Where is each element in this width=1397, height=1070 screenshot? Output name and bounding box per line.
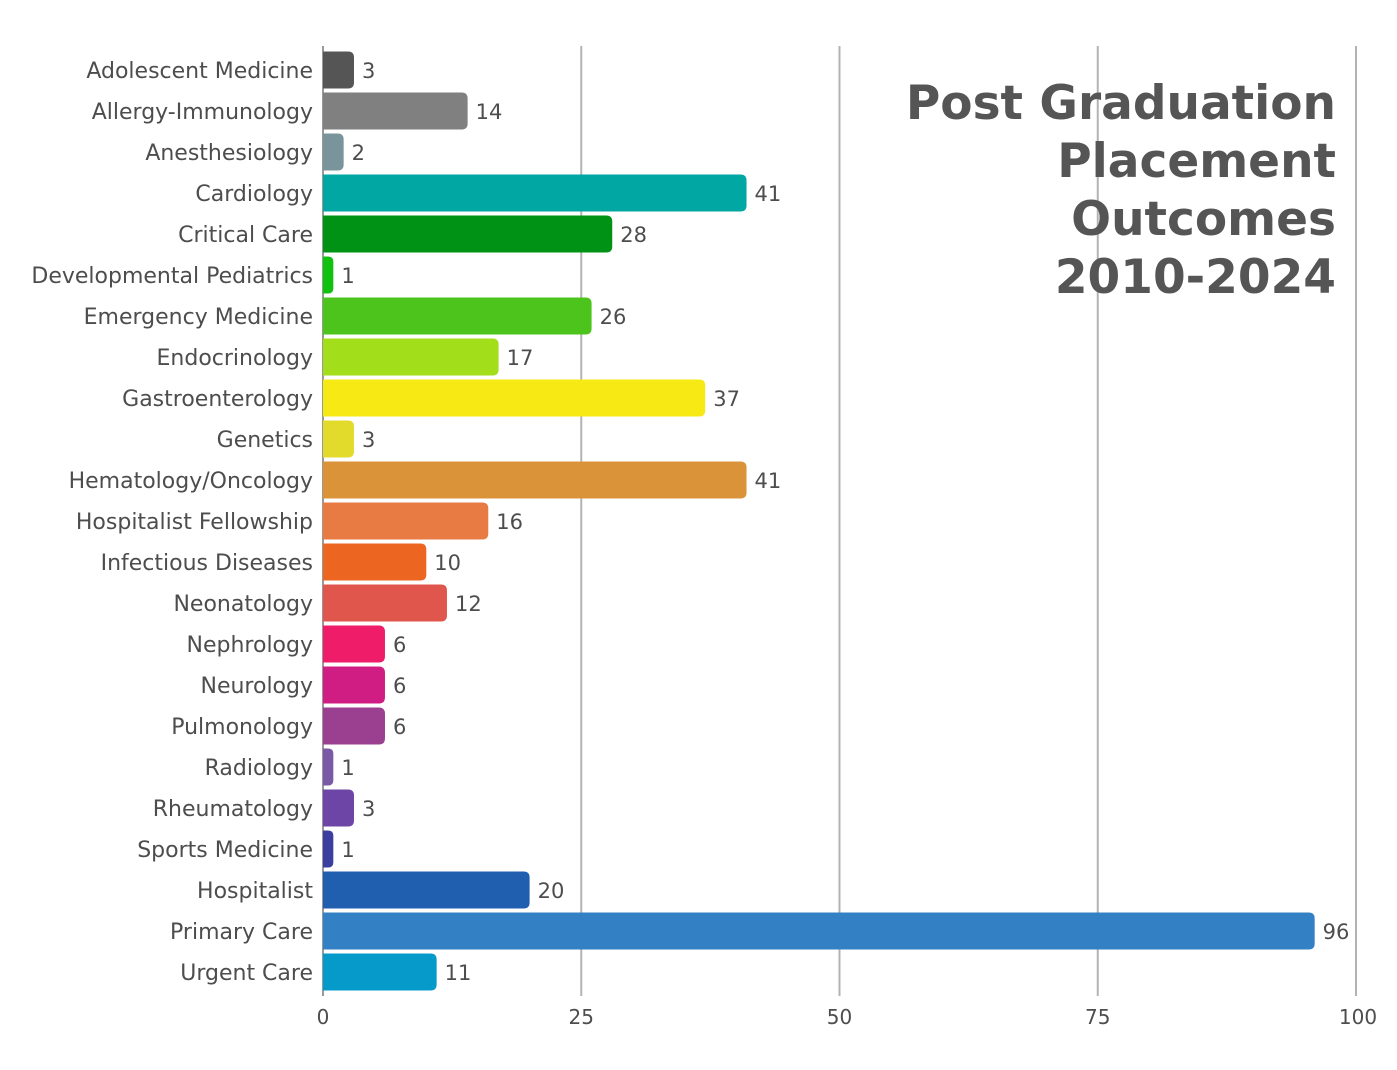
category-label: Adolescent Medicine xyxy=(86,59,313,84)
value-label: 16 xyxy=(496,510,523,534)
category-label: Infectious Diseases xyxy=(101,551,313,576)
bar xyxy=(323,461,747,499)
category-label: Urgent Care xyxy=(180,961,313,986)
value-label: 3 xyxy=(362,797,375,821)
category-label: Emergency Medicine xyxy=(84,305,313,330)
bar xyxy=(323,338,499,376)
value-label: 1 xyxy=(341,838,354,862)
category-label: Cardiology xyxy=(195,182,313,207)
category-label: Allergy-Immunology xyxy=(92,100,313,125)
chart-title-line: Outcomes xyxy=(1071,192,1336,247)
x-tick-label: 25 xyxy=(569,1005,594,1029)
bar xyxy=(323,51,354,89)
bar xyxy=(323,297,592,335)
value-label: 41 xyxy=(755,182,782,206)
bar xyxy=(323,666,385,704)
bar xyxy=(323,133,344,171)
category-label: Nephrology xyxy=(187,633,313,658)
value-label: 28 xyxy=(620,223,647,247)
value-label: 20 xyxy=(538,879,565,903)
value-label: 3 xyxy=(362,428,375,452)
value-label: 26 xyxy=(600,305,627,329)
bar xyxy=(323,748,334,786)
category-label: Radiology xyxy=(205,756,313,781)
bar xyxy=(323,92,468,130)
category-label: Genetics xyxy=(217,428,313,453)
value-label: 1 xyxy=(341,264,354,288)
category-label: Hematology/Oncology xyxy=(69,469,313,494)
x-tick-label: 75 xyxy=(1085,1005,1110,1029)
category-label: Neonatology xyxy=(173,592,313,617)
bar xyxy=(323,707,385,745)
category-label: Rheumatology xyxy=(153,797,313,822)
category-label: Neurology xyxy=(200,674,313,699)
x-tick-label: 50 xyxy=(827,1005,852,1029)
bars xyxy=(323,51,1315,991)
value-label: 17 xyxy=(507,346,534,370)
value-label: 3 xyxy=(362,59,375,83)
bar xyxy=(323,502,489,540)
value-label: 96 xyxy=(1323,920,1350,944)
value-label: 1 xyxy=(341,756,354,780)
category-label: Hospitalist Fellowship xyxy=(76,510,313,535)
value-label: 6 xyxy=(393,633,406,657)
category-label: Endocrinology xyxy=(157,346,313,371)
category-label: Gastroenterology xyxy=(122,387,313,412)
category-label: Sports Medicine xyxy=(137,838,313,863)
value-label: 6 xyxy=(393,674,406,698)
category-label: Critical Care xyxy=(178,223,313,248)
value-label: 14 xyxy=(476,100,503,124)
bar xyxy=(323,420,354,458)
category-label: Pulmonology xyxy=(171,715,313,740)
value-label: 6 xyxy=(393,715,406,739)
bar xyxy=(323,953,437,991)
category-labels: Adolescent Medicine Allergy-Immunology Ane… xyxy=(31,59,313,986)
x-axis-ticks: 0 25 50 75 100 xyxy=(317,1005,1377,1029)
category-label: Developmental Pediatrics xyxy=(31,264,313,289)
chart-title-line: 2010-2024 xyxy=(1055,250,1336,305)
value-label: 41 xyxy=(755,469,782,493)
chart-title: Post GraduationPlacementOutcomes2010-202… xyxy=(906,76,1336,305)
bar xyxy=(323,584,447,622)
bar xyxy=(323,379,706,417)
chart-title-line: Post Graduation xyxy=(906,76,1336,131)
value-label: 11 xyxy=(445,961,472,985)
bar xyxy=(323,789,354,827)
bar xyxy=(323,871,530,909)
category-label: Primary Care xyxy=(170,920,313,945)
bar xyxy=(323,256,334,294)
bar xyxy=(323,912,1315,950)
bar xyxy=(323,830,334,868)
category-label: Anesthesiology xyxy=(145,141,313,166)
value-label: 12 xyxy=(455,592,482,616)
category-label: Hospitalist xyxy=(197,879,313,904)
value-label: 10 xyxy=(434,551,461,575)
value-label: 2 xyxy=(352,141,365,165)
bar xyxy=(323,174,747,212)
bar xyxy=(323,625,385,663)
value-label: 37 xyxy=(713,387,740,411)
chart-title-line: Placement xyxy=(1057,134,1336,189)
x-tick-label: 0 xyxy=(317,1005,330,1029)
x-tick-label: 100 xyxy=(1339,1005,1377,1029)
bar xyxy=(323,543,427,581)
bar xyxy=(323,215,613,253)
